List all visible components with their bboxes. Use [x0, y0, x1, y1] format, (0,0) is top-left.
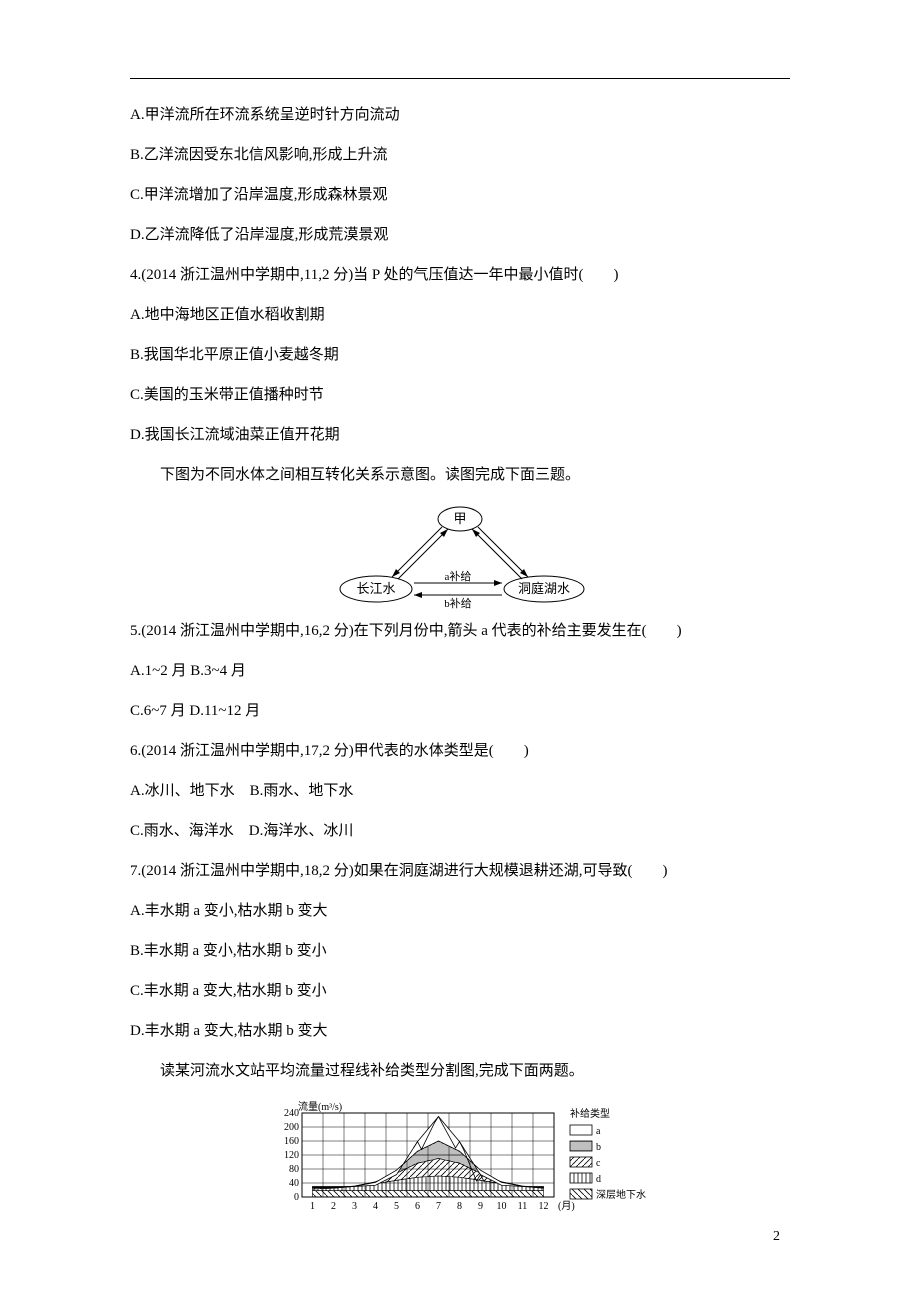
svg-text:2: 2: [331, 1201, 336, 1212]
svg-text:120: 120: [284, 1150, 299, 1161]
question-4: 4.(2014 浙江温州中学期中,11,2 分)当 P 处的气压值达一年中最小值…: [130, 263, 790, 287]
svg-text:7: 7: [436, 1201, 441, 1212]
water-transform-diagram: 甲 长江水 洞庭湖水 a补给 b补给: [330, 503, 590, 613]
svg-text:a: a: [596, 1126, 601, 1137]
q5-options-ab: A.1~2 月 B.3~4 月: [130, 659, 790, 683]
svg-text:9: 9: [478, 1201, 483, 1212]
svg-text:b: b: [596, 1142, 601, 1153]
q4-option-b: B.我国华北平原正值小麦越冬期: [130, 343, 790, 367]
svg-text:10: 10: [497, 1201, 507, 1212]
svg-text:5: 5: [394, 1201, 399, 1212]
svg-text:c: c: [596, 1158, 601, 1169]
q4-option-d: D.我国长江流域油菜正值开花期: [130, 423, 790, 447]
q5-options-cd: C.6~7 月 D.11~12 月: [130, 699, 790, 723]
q7-option-c: C.丰水期 a 变大,枯水期 b 变小: [130, 979, 790, 1003]
diagram-2-wrap: 流量(m³/s)04080120160200240123456789101112…: [130, 1099, 790, 1219]
svg-text:b补给: b补给: [444, 597, 472, 610]
svg-text:(月): (月): [558, 1200, 575, 1212]
svg-text:长江水: 长江水: [356, 581, 395, 596]
question-5: 5.(2014 浙江温州中学期中,16,2 分)在下列月份中,箭头 a 代表的补…: [130, 619, 790, 643]
top-rule: [130, 78, 790, 79]
option-b: B.乙洋流因受东北信风影响,形成上升流: [130, 143, 790, 167]
q7-option-a: A.丰水期 a 变小,枯水期 b 变大: [130, 899, 790, 923]
q4-option-a: A.地中海地区正值水稻收割期: [130, 303, 790, 327]
question-7: 7.(2014 浙江温州中学期中,18,2 分)如果在洞庭湖进行大规模退耕还湖,…: [130, 859, 790, 883]
svg-text:6: 6: [415, 1201, 420, 1212]
svg-text:3: 3: [352, 1201, 357, 1212]
svg-text:200: 200: [284, 1122, 299, 1133]
q6-options-cd: C.雨水、海洋水 D.海洋水、冰川: [130, 819, 790, 843]
svg-text:8: 8: [457, 1201, 462, 1212]
option-a: A.甲洋流所在环流系统呈逆时针方向流动: [130, 103, 790, 127]
svg-text:洞庭湖水: 洞庭湖水: [518, 581, 570, 596]
option-d: D.乙洋流降低了沿岸湿度,形成荒漠景观: [130, 223, 790, 247]
svg-text:1: 1: [310, 1201, 315, 1212]
q7-option-b: B.丰水期 a 变小,枯水期 b 变小: [130, 939, 790, 963]
svg-text:12: 12: [539, 1201, 549, 1212]
q4-option-c: C.美国的玉米带正值播种时节: [130, 383, 790, 407]
river-flow-chart: 流量(m³/s)04080120160200240123456789101112…: [260, 1099, 660, 1219]
option-c: C.甲洋流增加了沿岸温度,形成森林景观: [130, 183, 790, 207]
svg-text:0: 0: [294, 1192, 299, 1203]
svg-text:a补给: a补给: [445, 570, 472, 583]
q7-option-d: D.丰水期 a 变大,枯水期 b 变大: [130, 1019, 790, 1043]
svg-text:d: d: [596, 1174, 601, 1185]
svg-text:深层地下水: 深层地下水: [596, 1188, 646, 1201]
q6-options-ab: A.冰川、地下水 B.雨水、地下水: [130, 779, 790, 803]
diagram1-caption: 下图为不同水体之间相互转化关系示意图。读图完成下面三题。: [130, 463, 790, 487]
page-number: 2: [773, 1226, 780, 1248]
svg-text:补给类型: 补给类型: [570, 1107, 610, 1120]
diagram2-caption: 读某河流水文站平均流量过程线补给类型分割图,完成下面两题。: [130, 1059, 790, 1083]
question-6: 6.(2014 浙江温州中学期中,17,2 分)甲代表的水体类型是( ): [130, 739, 790, 763]
document-page: A.甲洋流所在环流系统呈逆时针方向流动 B.乙洋流因受东北信风影响,形成上升流 …: [0, 0, 920, 1302]
diagram-1-wrap: 甲 长江水 洞庭湖水 a补给 b补给: [130, 503, 790, 613]
svg-text:40: 40: [289, 1178, 299, 1189]
svg-text:240: 240: [284, 1108, 299, 1119]
svg-text:80: 80: [289, 1164, 299, 1175]
svg-text:流量(m³/s): 流量(m³/s): [298, 1100, 342, 1113]
svg-text:4: 4: [373, 1201, 378, 1212]
svg-text:甲: 甲: [453, 511, 466, 526]
svg-text:11: 11: [518, 1201, 528, 1212]
svg-text:160: 160: [284, 1136, 299, 1147]
